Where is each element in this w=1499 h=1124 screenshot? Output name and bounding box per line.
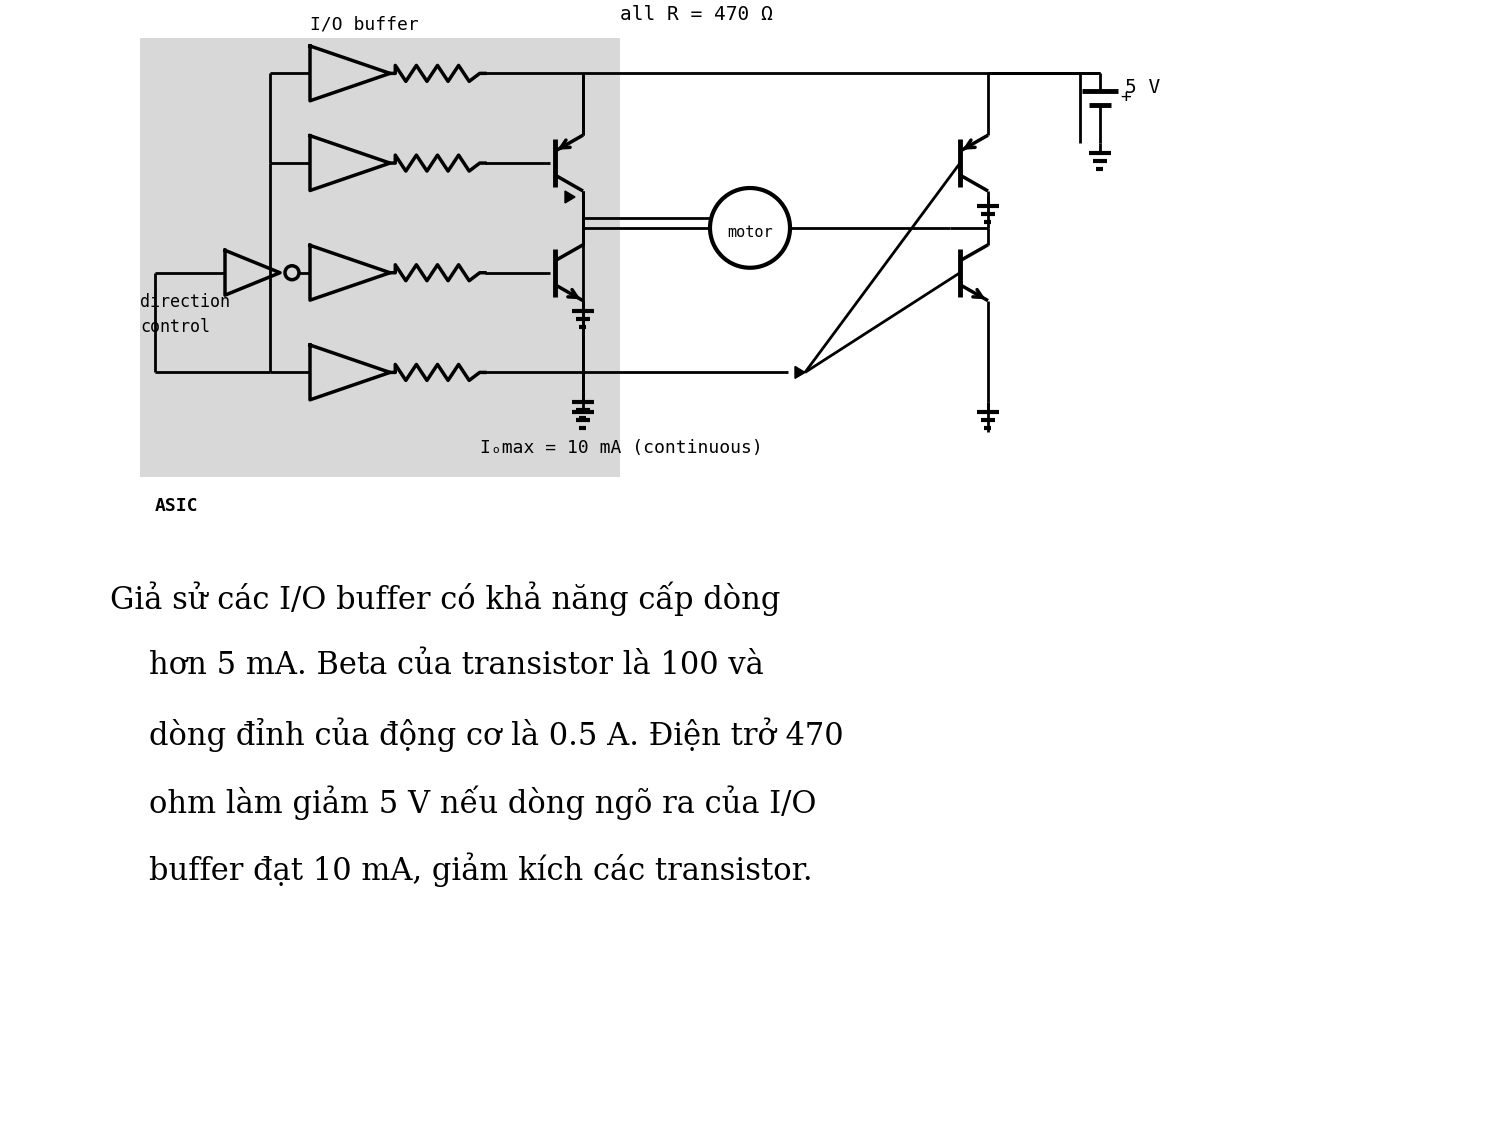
Text: all R = 470 Ω: all R = 470 Ω xyxy=(621,4,773,24)
Text: ohm làm giảm 5 V nếu dòng ngõ ra của I/O: ohm làm giảm 5 V nếu dòng ngõ ra của I/O xyxy=(109,785,817,819)
Text: +: + xyxy=(1120,89,1130,107)
Text: dòng đỉnh của động cơ là 0.5 A. Điện trở 470: dòng đỉnh của động cơ là 0.5 A. Điện trở… xyxy=(109,717,844,752)
Text: direction
control: direction control xyxy=(139,292,229,336)
Text: motor: motor xyxy=(727,226,773,241)
Text: buffer đạt 10 mA, giảm kích các transistor.: buffer đạt 10 mA, giảm kích các transist… xyxy=(109,853,812,888)
Text: Giả sử các I/O buffer có khả năng cấp dòng: Giả sử các I/O buffer có khả năng cấp dò… xyxy=(109,582,781,616)
Polygon shape xyxy=(794,366,805,379)
Polygon shape xyxy=(565,191,576,203)
FancyBboxPatch shape xyxy=(139,38,621,477)
Text: ASIC: ASIC xyxy=(154,497,198,515)
Text: I/O buffer: I/O buffer xyxy=(310,16,418,34)
Text: 5 V: 5 V xyxy=(1126,79,1160,98)
Text: hơn 5 mA. Beta của transistor là 100 và: hơn 5 mA. Beta của transistor là 100 và xyxy=(109,650,764,680)
Text: Iₒmax = 10 mA (continuous): Iₒmax = 10 mA (continuous) xyxy=(480,439,763,457)
